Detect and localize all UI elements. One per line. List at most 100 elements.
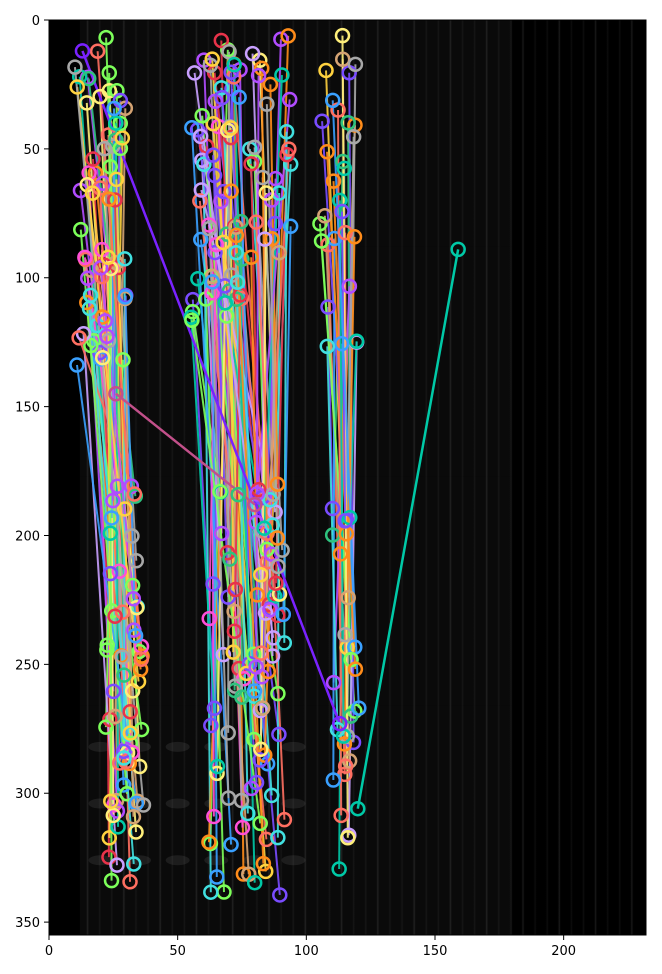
keypoint-circle (336, 160, 353, 177)
keypoint-circle (208, 236, 224, 253)
keypoint-circle (203, 884, 219, 900)
keypoint-circle (249, 587, 265, 603)
keypoint-circle (252, 752, 268, 768)
keypoint-circle (201, 610, 217, 627)
keypoint-circle (228, 227, 245, 244)
keypoint-circle (220, 725, 236, 741)
keypoint-circle (253, 567, 269, 583)
keypoint-circle (264, 231, 280, 247)
keypoint-circle (246, 139, 263, 156)
keypoint-circle (216, 183, 232, 200)
keypoint-circle (94, 350, 111, 366)
x-tick-label: 200 (551, 944, 576, 959)
texture-blob (281, 855, 306, 866)
keypoint-circle (102, 525, 119, 542)
keypoint-circle (337, 513, 353, 529)
keypoint-circle (204, 274, 221, 290)
keypoint-circle (98, 29, 114, 46)
keypoint-circle (79, 95, 95, 111)
y-axis: 0 50 100 150 200 250 300 350 (15, 14, 49, 931)
keypoint-circle (249, 486, 265, 502)
texture-stripe (363, 20, 368, 935)
keypoint-circle (337, 758, 354, 774)
keypoint-circle (109, 478, 126, 494)
keypoint-circle (112, 140, 129, 157)
match-line (202, 164, 212, 893)
keypoint-circle (221, 43, 237, 60)
texture-stripe (460, 20, 465, 935)
keypoint-circle (227, 678, 243, 694)
keypoint-circle (340, 830, 356, 846)
keypoint-circle (81, 300, 98, 317)
keypoint-circle (223, 129, 239, 146)
keypoint-circle (217, 295, 234, 311)
texture-stripe (170, 20, 175, 935)
keypoint-circle (343, 708, 359, 724)
texture-stripe (545, 20, 550, 935)
keypoint-circle (246, 683, 263, 699)
texture-stripe (85, 20, 90, 935)
keypoint-circle (83, 337, 99, 354)
keypoint-circle (263, 787, 280, 804)
keypoint-circle (273, 31, 289, 47)
keypoint-circle (128, 599, 145, 616)
keypoint-circle (122, 703, 138, 720)
keypoint-circle (106, 100, 122, 117)
keypoint-circle (222, 120, 239, 136)
keypoint-circle (126, 486, 143, 502)
keypoint-circle (226, 603, 242, 620)
keypoint-circle (124, 528, 140, 544)
keypoint-circle (204, 285, 220, 301)
texture-stripe (629, 20, 634, 935)
keypoint-circle (256, 520, 272, 536)
match-line-highlight (356, 249, 460, 809)
keypoint-circle (333, 335, 350, 352)
keypoint-circle (227, 581, 244, 598)
keypoint-circle (243, 156, 259, 172)
keypoint-circle (317, 207, 333, 224)
match-line (259, 192, 268, 750)
match-line-highlight (81, 50, 341, 725)
texture-stripe (436, 20, 441, 935)
keypoint-circle (115, 777, 132, 793)
keypoint-circle (213, 525, 230, 542)
keypoint-circle (332, 546, 349, 562)
x-tick-label: 100 (294, 944, 319, 959)
keypoint-circle (343, 651, 359, 668)
keypoint-circle (132, 661, 149, 678)
keypoint-circle (108, 132, 124, 148)
match-line (255, 222, 286, 820)
match-line (332, 238, 336, 781)
keypoint-circle (80, 70, 97, 87)
keypoint-circle (128, 824, 144, 840)
y-tick-label: 300 (15, 787, 40, 802)
keypoint-circle (101, 65, 118, 81)
keypoint-circle (84, 185, 101, 201)
texture-blob (165, 855, 190, 866)
texture-blob (165, 798, 190, 809)
keypoint-circle (319, 338, 336, 355)
keypoint-circle (223, 836, 239, 853)
keypoint-circle (331, 861, 347, 877)
keypoint-circle (102, 159, 119, 175)
keypoint-circle (98, 719, 114, 735)
texture-stripe (303, 20, 308, 935)
keypoint-circle (314, 113, 330, 129)
y-tick-label: 150 (15, 401, 40, 416)
texture-blob (281, 798, 306, 809)
keypoint-circle (332, 715, 348, 732)
keypoint-circle (201, 834, 217, 850)
keypoint-circle (119, 786, 135, 802)
y-tick-label: 100 (15, 272, 40, 287)
keypoint-circle (184, 312, 200, 329)
keypoint-circle (271, 726, 287, 743)
keypoint-circle (105, 807, 122, 824)
keypoint-circle (122, 725, 139, 741)
keypoint-circles (67, 27, 466, 903)
texture-stripe (194, 20, 199, 935)
keypoint-circle (223, 64, 239, 81)
keypoint-circle (244, 45, 261, 62)
keypoint-circle (87, 165, 104, 181)
keypoint-circle (93, 268, 110, 285)
keypoint-circle (231, 89, 247, 105)
